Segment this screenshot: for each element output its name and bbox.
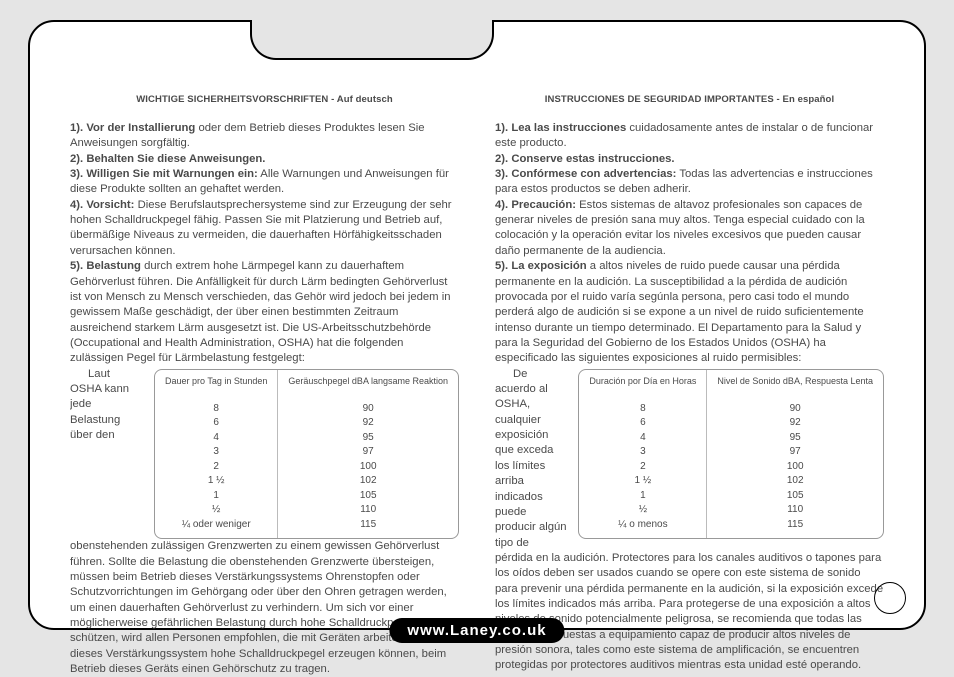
right-header: INSTRUCCIONES DE SEGURIDAD IMPORTANTES -… [495,94,884,107]
document-frame: WICHTIGE SICHERHEITSVORSCHRIFTEN - Auf d… [28,20,926,630]
content-area: WICHTIGE SICHERHEITSVORSCHRIFTEN - Auf d… [70,94,884,600]
left-p1-bold: 1). Vor der Installierung [70,122,195,134]
table-row: 105 [288,489,448,504]
table-row: 1 ½ [165,474,267,489]
left-osha-col1: Dauer pro Tag in Stunden 8 6 4 3 2 1 ½ 1… [155,370,277,539]
right-p2: 2). Conserve estas instrucciones. [495,152,884,167]
left-p1: 1). Vor der Installierung oder dem Betri… [70,121,459,152]
left-osha-col2-head: Geräuschpegel dBA langsame Reaktion [288,376,448,398]
table-row: 4 [165,431,267,446]
table-row: 115 [717,518,873,533]
table-row: 97 [717,445,873,460]
table-row: 97 [288,445,448,460]
footer-url-pill: www.Laney.co.uk [389,618,564,643]
table-row: 92 [288,416,448,431]
table-row: 3 [165,445,267,460]
table-row: 4 [589,431,696,446]
right-p5-rest: a altos niveles de ruido puede causar un… [495,260,864,364]
right-p4-bold: 4). Precaución: [495,199,576,211]
table-row: 100 [288,460,448,475]
right-column: INSTRUCCIONES DE SEGURIDAD IMPORTANTES -… [495,94,884,600]
table-row: 115 [288,518,448,533]
right-osha-col2-head: Nivel de Sonido dBA, Respuesta Lenta [717,376,873,398]
top-tab-notch [250,20,494,60]
left-osha-col1-head: Dauer pro Tag in Stunden [165,376,267,398]
right-p4: 4). Precaución: Estos sistemas de altavo… [495,198,884,259]
left-p5-rest: durch extrem hohe Lärmpegel kann zu daue… [70,260,451,364]
table-row: 1 ½ [589,474,696,489]
page-corner-circle [874,582,906,614]
left-p4-bold: 4). Vorsicht: [70,199,134,211]
right-p2-bold: 2). Conserve estas instrucciones. [495,153,675,165]
left-header: WICHTIGE SICHERHEITSVORSCHRIFTEN - Auf d… [70,94,459,107]
table-row: 95 [717,431,873,446]
table-row: 3 [589,445,696,460]
left-p3-bold: 3). Willigen Sie mit Warnungen ein: [70,168,258,180]
table-row: 100 [717,460,873,475]
right-osha-col1-head: Duración por Día en Horas [589,376,696,398]
table-row: 6 [589,416,696,431]
table-row: 102 [288,474,448,489]
table-row: 90 [288,402,448,417]
table-row: ¼ o menos [589,518,696,533]
left-p3: 3). Willigen Sie mit Warnungen ein: Alle… [70,167,459,198]
left-p2: 2). Behalten Sie diese Anweisungen. [70,152,459,167]
table-row: ¼ oder weniger [165,518,267,533]
left-p4: 4). Vorsicht: Diese Berufslautsprechersy… [70,198,459,259]
table-row: 8 [165,402,267,417]
table-row: 8 [589,402,696,417]
table-row: 6 [165,416,267,431]
table-row: 92 [717,416,873,431]
table-row: 2 [589,460,696,475]
left-p2-bold: 2). Behalten Sie diese Anweisungen. [70,153,265,165]
table-row: 102 [717,474,873,489]
right-p5: 5). La exposición a altos niveles de rui… [495,259,884,367]
table-row: 2 [165,460,267,475]
table-row: ½ [165,503,267,518]
right-p3-bold: 3). Confórmese con advertencias: [495,168,676,180]
left-column: WICHTIGE SICHERHEITSVORSCHRIFTEN - Auf d… [70,94,459,600]
right-osha-col1: Duración por Día en Horas 8 6 4 3 2 1 ½ … [579,370,706,539]
right-osha-table: Duración por Día en Horas 8 6 4 3 2 1 ½ … [578,369,884,540]
table-row: 110 [717,503,873,518]
table-row: 105 [717,489,873,504]
table-row: ½ [589,503,696,518]
right-p1-bold: 1). Lea las instrucciones [495,122,626,134]
table-row: 1 [589,489,696,504]
right-p3: 3). Confórmese con advertencias: Todas l… [495,167,884,198]
table-row: 95 [288,431,448,446]
right-p1: 1). Lea las instrucciones cuidadosamente… [495,121,884,152]
left-p5: 5). Belastung durch extrem hohe Lärmpege… [70,259,459,367]
right-osha-col2: Nivel de Sonido dBA, Respuesta Lenta 90 … [706,370,883,539]
table-row: 90 [717,402,873,417]
right-p5-bold: 5). La exposición [495,260,587,272]
left-osha-table: Dauer pro Tag in Stunden 8 6 4 3 2 1 ½ 1… [154,369,459,540]
table-row: 110 [288,503,448,518]
left-p5-bold: 5). Belastung [70,260,141,272]
table-row: 1 [165,489,267,504]
left-osha-col2: Geräuschpegel dBA langsame Reaktion 90 9… [277,370,458,539]
